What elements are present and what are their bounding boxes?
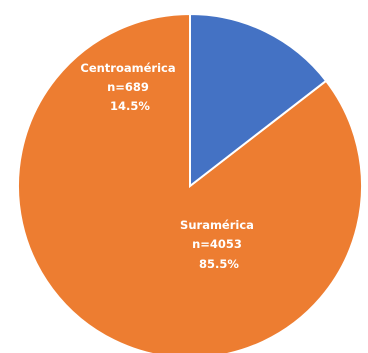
suramerica-label: Suramérica n=4053 85.5% [180,218,258,271]
centroamerica-percent: 14.5% [110,99,150,113]
centroamerica-n: n=689 [107,80,149,94]
suramerica-name: Suramérica [180,218,254,232]
suramerica-percent: 85.5% [199,257,239,271]
centroamerica-label: Centroamérica n=689 14.5% [80,61,179,113]
pie-labels: Centroamérica n=689 14.5% Suramérica n=4… [80,61,258,271]
suramerica-n: n=4053 [192,237,242,251]
centroamerica-name: Centroamérica [80,61,175,75]
pie-slice-centroamerica [189,12,328,189]
pie-slices [17,12,363,353]
